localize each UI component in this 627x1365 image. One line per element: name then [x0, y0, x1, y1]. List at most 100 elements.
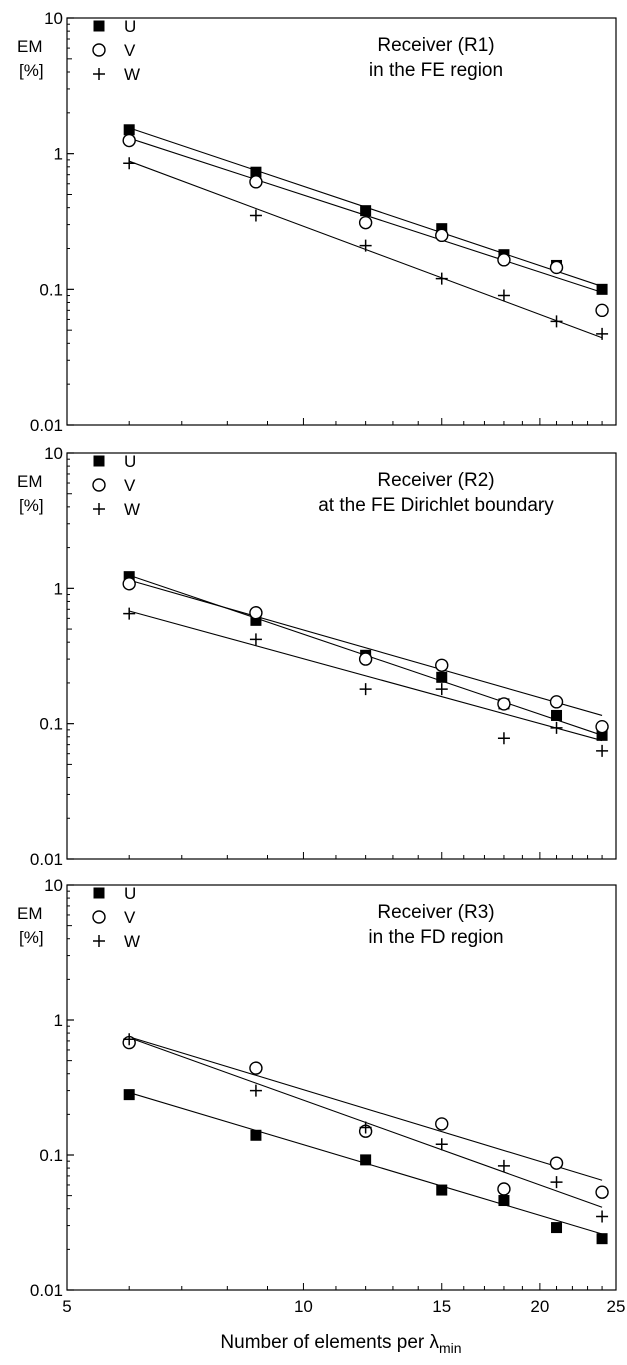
data-point-v — [549, 695, 564, 709]
fit-line-v — [129, 1036, 603, 1181]
chart-panel-3: 0.01 0.1 1 10 5 10 15 20 25 EM [%] Receiver (R3) in … — [17, 876, 625, 1356]
legend-label-v: V — [124, 41, 136, 60]
data-point-u — [123, 1089, 135, 1101]
data-point-v — [249, 606, 263, 620]
y-tick-label: 0.01 — [30, 1281, 63, 1300]
data-point-w — [435, 1138, 448, 1151]
data-point-w — [550, 721, 563, 734]
legend-marker-w — [93, 503, 105, 515]
legend-marker-w — [93, 68, 105, 80]
data-point-v — [249, 175, 263, 189]
data-point-w — [359, 1121, 372, 1134]
data-point-u — [123, 571, 135, 583]
data-point-w — [435, 272, 448, 285]
y-tick-label: 0.01 — [30, 416, 63, 435]
y-tick-label: 10 — [44, 9, 63, 28]
y-axis-unit: [%] — [19, 928, 44, 947]
legend-label-v: V — [124, 476, 136, 495]
chart-subtitle: at the FE Dirichlet boundary — [318, 495, 554, 516]
legend-label-u: U — [124, 17, 136, 36]
data-point-u — [436, 1184, 448, 1196]
y-tick-label: 0.1 — [39, 280, 63, 299]
data-point-v — [497, 253, 511, 267]
chart-title: Receiver (R2) — [377, 470, 494, 491]
y-tick-label: 0.01 — [30, 850, 63, 869]
legend-label-u: U — [124, 452, 136, 471]
chart-title: Receiver (R1) — [377, 35, 494, 56]
legend-marker-u — [93, 20, 105, 32]
data-point-v — [249, 1061, 263, 1075]
data-point-w — [249, 633, 262, 646]
data-point-v — [497, 697, 511, 711]
plot-frame — [66, 884, 617, 1291]
data-point-w — [249, 209, 262, 222]
x-tick-label: 5 — [62, 1297, 71, 1316]
y-tick-label: 1 — [54, 1011, 63, 1030]
data-point-v — [435, 658, 449, 672]
data-point-v — [435, 1117, 449, 1131]
y-tick-label: 0.1 — [39, 715, 63, 734]
data-point-v — [497, 1182, 511, 1196]
data-point-w — [359, 239, 372, 252]
y-tick-label: 10 — [44, 876, 63, 895]
data-point-u — [250, 1129, 262, 1141]
data-point-v — [358, 652, 373, 666]
data-point-u — [596, 729, 608, 741]
data-point-w — [497, 1159, 510, 1172]
data-point-v — [435, 228, 449, 243]
legend-label-v: V — [124, 908, 136, 927]
data-point-w — [435, 683, 448, 696]
data-point-u — [551, 709, 563, 721]
data-point-w — [123, 607, 136, 620]
legend-label-w: W — [124, 65, 140, 84]
x-tick-label: 15 — [432, 1297, 451, 1316]
data-point-v — [122, 133, 136, 148]
data-point-v — [358, 215, 373, 230]
y-axis-unit: [%] — [19, 496, 44, 515]
y-axis-unit: [%] — [19, 61, 44, 80]
legend-label-w: W — [124, 500, 140, 519]
data-point-w — [123, 157, 136, 170]
data-point-u — [250, 166, 262, 178]
data-point-u — [360, 205, 372, 217]
data-point-v — [549, 1156, 564, 1170]
data-point-v — [595, 1185, 609, 1199]
plot-frame — [66, 452, 617, 860]
chart-title: Receiver (R3) — [377, 902, 494, 923]
plot-frame — [66, 17, 617, 426]
data-point-u — [596, 283, 608, 295]
y-axis-label: EM — [17, 37, 43, 56]
data-point-w — [596, 327, 609, 340]
x-axis-label-main: Number of elements per λ — [220, 1332, 439, 1353]
y-tick-label: 1 — [54, 145, 63, 164]
y-axis-label: EM — [17, 904, 43, 923]
data-point-u — [123, 124, 135, 136]
data-point-w — [550, 315, 563, 328]
legend-marker-v — [92, 478, 106, 492]
data-point-v — [595, 719, 609, 734]
x-axis-label: Number of elements per λmin — [220, 1332, 461, 1356]
data-point-u — [551, 1222, 563, 1234]
y-tick-label: 10 — [44, 444, 63, 463]
legend-label-w: W — [124, 932, 140, 951]
x-axis-label-subscript: min — [439, 1340, 462, 1356]
data-point-w — [123, 1033, 136, 1046]
data-point-w — [596, 744, 609, 757]
data-point-w — [550, 1176, 563, 1189]
x-tick-label: 25 — [607, 1297, 626, 1316]
data-point-v — [549, 260, 564, 275]
x-tick-label: 20 — [530, 1297, 549, 1316]
legend-marker-w — [93, 935, 105, 947]
legend-marker-v — [92, 43, 106, 57]
legend-label-u: U — [124, 884, 136, 903]
data-point-v — [122, 577, 136, 591]
data-point-u — [596, 1233, 608, 1245]
data-point-u — [436, 671, 448, 683]
data-point-w — [249, 1084, 262, 1097]
data-point-w — [497, 732, 510, 745]
data-point-w — [359, 683, 372, 696]
data-point-w — [497, 289, 510, 302]
